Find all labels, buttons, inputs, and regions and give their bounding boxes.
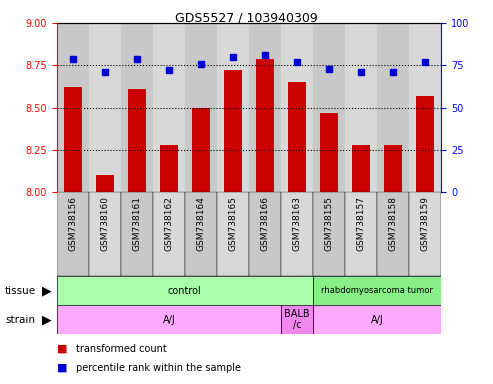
Bar [417,96,434,192]
Text: GSM738166: GSM738166 [260,196,270,251]
Text: ▶: ▶ [42,313,52,326]
Text: GSM738161: GSM738161 [132,196,141,251]
Bar [57,276,313,305]
Text: A/J: A/J [371,314,384,325]
Bar [385,145,402,192]
Text: A/J: A/J [163,314,175,325]
Bar [345,23,377,192]
Bar [377,23,409,192]
Bar [313,305,441,334]
Text: GSM738165: GSM738165 [228,196,238,251]
Bar [121,192,153,276]
Bar [64,87,81,192]
Text: ▶: ▶ [42,285,52,297]
Text: GSM738158: GSM738158 [388,196,398,251]
Bar [345,192,377,276]
Bar [313,276,441,305]
Text: GSM738156: GSM738156 [68,196,77,251]
Text: tissue: tissue [5,286,36,296]
Bar [409,23,441,192]
Text: GSM738163: GSM738163 [292,196,302,251]
Bar [89,23,121,192]
Bar [256,58,274,192]
Bar [249,23,281,192]
Bar [89,192,121,276]
Bar [377,192,409,276]
Bar [128,89,145,192]
Text: ■: ■ [57,344,67,354]
Bar [185,23,217,192]
Bar [249,192,281,276]
Text: percentile rank within the sample: percentile rank within the sample [76,363,242,373]
Text: GDS5527 / 103940309: GDS5527 / 103940309 [175,12,318,25]
Text: ■: ■ [57,363,67,373]
Bar [320,113,338,192]
Text: BALB
/c: BALB /c [284,309,310,331]
Text: GSM738164: GSM738164 [196,196,206,251]
Bar [57,192,89,276]
Text: strain: strain [5,314,35,325]
Bar [160,145,177,192]
Bar [57,23,89,192]
Text: transformed count: transformed count [76,344,167,354]
Bar [281,23,313,192]
Bar [217,192,249,276]
Bar [281,305,313,334]
Bar [217,23,249,192]
Bar [57,305,281,334]
Text: GSM738160: GSM738160 [100,196,109,251]
Bar [121,23,153,192]
Text: control: control [168,286,202,296]
Bar [288,82,306,192]
Text: GSM738159: GSM738159 [421,196,430,251]
Bar [352,145,370,192]
Text: GSM738157: GSM738157 [356,196,366,251]
Bar [409,192,441,276]
Bar [281,192,313,276]
Bar [153,192,185,276]
Bar [185,192,217,276]
Bar [96,175,113,192]
Bar [313,192,345,276]
Bar [224,70,242,192]
Text: GSM738162: GSM738162 [164,196,174,251]
Bar [153,23,185,192]
Text: GSM738155: GSM738155 [324,196,334,251]
Bar [313,23,345,192]
Bar [192,108,210,192]
Text: rhabdomyosarcoma tumor: rhabdomyosarcoma tumor [321,286,433,295]
